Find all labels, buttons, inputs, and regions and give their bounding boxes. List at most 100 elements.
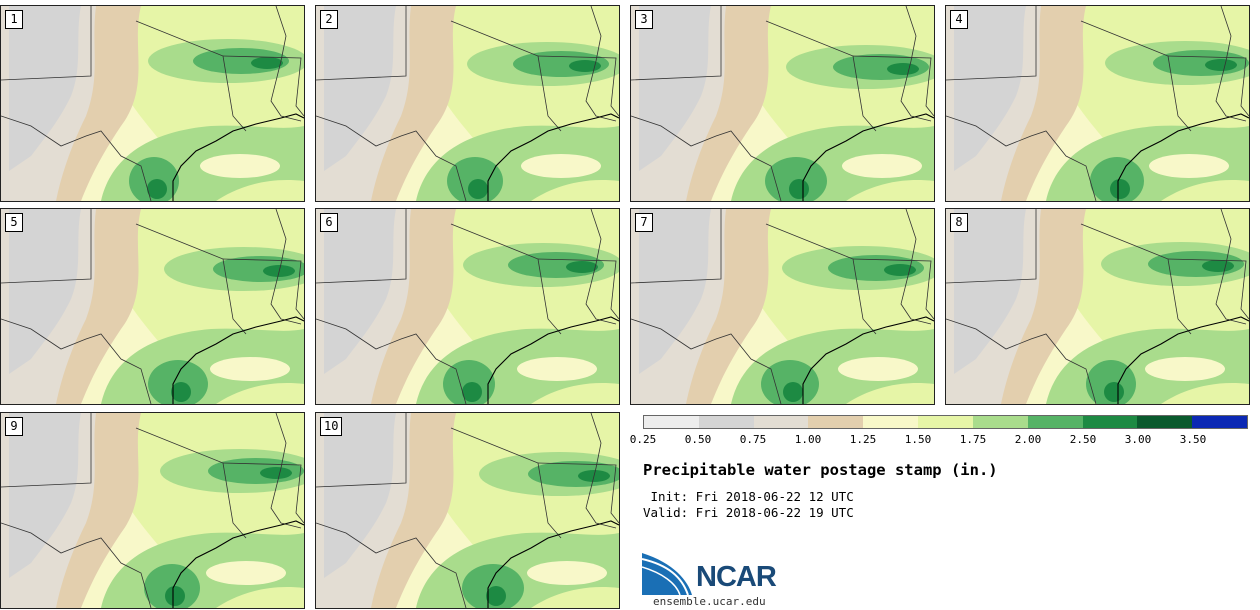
state-boundary	[316, 413, 407, 488]
init-time: Init: Fri 2018-06-22 12 UTC	[643, 489, 854, 504]
country-boundary	[946, 115, 1097, 201]
moisture-contour-region	[1145, 357, 1225, 381]
state-boundary	[1080, 20, 1192, 132]
state-boundary	[537, 258, 619, 320]
coastline	[802, 113, 934, 201]
colorbar-tick-label: 3.50	[1179, 433, 1207, 446]
moisture-contour-region	[171, 382, 191, 402]
state-boundary	[631, 209, 722, 284]
valid-time: Valid: Fri 2018-06-22 19 UTC	[643, 505, 854, 520]
moisture-contour-region	[521, 154, 601, 178]
state-boundary	[450, 20, 562, 132]
colorbar-segment	[698, 416, 754, 428]
country-boundary	[1, 318, 152, 404]
precipitable-water-map	[1, 413, 304, 608]
colorbar-segment	[1192, 416, 1247, 428]
dry-contour-region	[954, 209, 1026, 374]
precipitable-water-map	[946, 209, 1249, 404]
dry-contour-region	[324, 6, 396, 171]
coastline	[172, 520, 304, 608]
moisture-contour-region	[517, 357, 597, 381]
moisture-contour-region	[462, 564, 524, 608]
state-boundary	[1167, 258, 1249, 320]
state-boundary	[537, 462, 619, 524]
ensemble-member-map: 3	[630, 5, 935, 202]
logo-url: ensemble.ucar.edu	[653, 595, 766, 608]
colorbar-tick-label: 3.00	[1124, 433, 1152, 446]
member-number-label: 10	[320, 417, 343, 436]
dry-contour-region	[9, 209, 81, 374]
moisture-contour-region	[1205, 59, 1237, 71]
state-boundary	[135, 223, 247, 335]
logo-text: NCAR	[696, 561, 777, 593]
plot-title: Precipitable water postage stamp (in.)	[643, 461, 998, 479]
colorbar-segment	[644, 416, 699, 428]
colorbar-segment	[972, 416, 1028, 428]
state-boundary	[946, 6, 1037, 81]
member-number-label: 2	[320, 10, 338, 29]
precipitable-water-map	[631, 209, 934, 404]
state-boundary	[1080, 223, 1192, 335]
moisture-contour-region	[200, 154, 280, 178]
precipitable-water-map	[316, 209, 619, 404]
colorbar-segment	[753, 416, 809, 428]
precipitable-water-map	[1, 6, 304, 201]
coastline	[172, 316, 304, 404]
coastline	[487, 520, 619, 608]
ensemble-member-map: 8	[945, 208, 1250, 405]
moisture-contour-region	[789, 179, 809, 199]
precipitable-water-map	[316, 413, 619, 608]
state-boundary	[946, 209, 1037, 284]
colorbar-tick-label: 2.00	[1014, 433, 1042, 446]
member-number-label: 5	[5, 213, 23, 232]
member-number-label: 8	[950, 213, 968, 232]
moisture-contour-region	[206, 561, 286, 585]
moisture-contour-region	[468, 179, 488, 199]
country-boundary	[631, 318, 782, 404]
member-number-label: 9	[5, 417, 23, 436]
country-boundary	[1, 115, 152, 201]
moisture-contour-region	[148, 360, 208, 404]
colorbar-segment	[1082, 416, 1138, 428]
moisture-contour-region	[1090, 157, 1144, 201]
state-boundary	[1, 6, 92, 81]
coastline	[487, 316, 619, 404]
colorbar-tick-labels: 0.25 0.50 0.75 1.00 1.25 1.50 1.75 2.00 2.50 3.00…	[630, 433, 1250, 447]
member-number-label: 4	[950, 10, 968, 29]
dry-contour-region	[9, 413, 81, 578]
colorbar-tick-label: 0.50	[684, 433, 712, 446]
coastline	[802, 316, 934, 404]
coastline	[1117, 316, 1249, 404]
moisture-contour-region	[765, 157, 827, 201]
state-boundary	[765, 223, 877, 335]
moisture-contour-region	[462, 382, 482, 402]
moisture-contour-region	[251, 57, 283, 69]
colorbar-tick-label: 0.75	[739, 433, 767, 446]
country-boundary	[946, 318, 1097, 404]
coastline	[487, 113, 619, 201]
precipitable-water-map	[316, 6, 619, 201]
moisture-contour-region	[566, 261, 598, 273]
country-boundary	[316, 115, 467, 201]
state-boundary	[222, 55, 304, 117]
precipitable-water-map	[631, 6, 934, 201]
ensemble-member-map: 4	[945, 5, 1250, 202]
moisture-contour-region	[1149, 154, 1229, 178]
colorbar-segment	[863, 416, 919, 428]
state-boundary	[852, 258, 934, 320]
state-boundary	[765, 20, 877, 132]
state-boundary	[852, 55, 934, 117]
moisture-contour-region	[165, 586, 185, 606]
state-boundary	[222, 258, 304, 320]
moisture-contour-region	[884, 264, 916, 276]
country-boundary	[631, 115, 782, 201]
ensemble-member-map: 2	[315, 5, 620, 202]
member-number-label: 1	[5, 10, 23, 29]
ensemble-member-map: 7	[630, 208, 935, 405]
state-boundary	[135, 20, 247, 132]
colorbar-tick-label: 0.25	[629, 433, 657, 446]
precipitable-water-map	[1, 209, 304, 404]
moisture-contour-region	[838, 357, 918, 381]
moisture-contour-region	[569, 60, 601, 72]
moisture-contour-region	[443, 360, 495, 404]
